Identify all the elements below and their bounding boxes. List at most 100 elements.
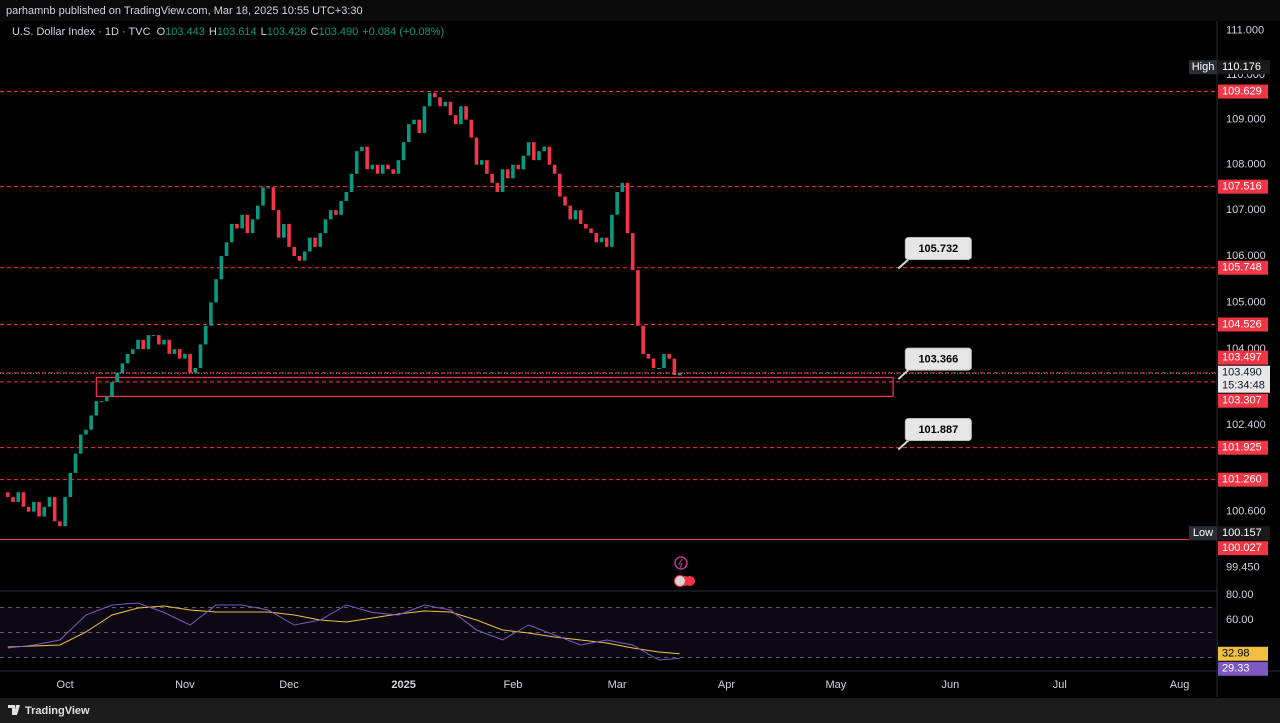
callout-text: 103.366	[918, 353, 958, 365]
candle-body	[89, 415, 93, 430]
x-tick-label: Jul	[1053, 679, 1067, 691]
level-label: 104.526	[1222, 318, 1262, 330]
x-tick-label: Oct	[57, 679, 74, 691]
price-axis: 111.000110.000109.000108.000107.000106.0…	[1189, 25, 1270, 574]
rsi-value-box	[1218, 646, 1268, 661]
candle-body	[573, 210, 578, 220]
candle-body	[287, 223, 291, 247]
candle-body	[651, 358, 656, 369]
y-tick-label: 102.400	[1226, 419, 1266, 431]
x-tick-label: Apr	[718, 679, 735, 691]
candle-body	[224, 242, 229, 257]
rsi-tick-label: 60.00	[1226, 614, 1254, 626]
candle-body	[558, 173, 562, 197]
candle-body	[141, 339, 146, 350]
candle-body	[235, 223, 239, 229]
candle-body	[250, 219, 255, 234]
legend-value: 103.490	[318, 26, 358, 38]
candle-body	[37, 501, 41, 517]
candle-body	[646, 353, 651, 359]
rsi-line	[7, 602, 680, 661]
candle-body	[354, 151, 359, 174]
candle-body	[214, 279, 218, 303]
callout-pointer	[897, 439, 909, 451]
candle-body	[292, 246, 297, 257]
candle-body	[459, 106, 463, 125]
candle-body	[349, 173, 354, 192]
candle-body	[58, 521, 62, 527]
candle-body	[443, 101, 448, 107]
candle-body	[479, 160, 484, 165]
candle-body	[370, 164, 375, 170]
candle-body	[328, 210, 333, 220]
y-tick-label: 99.450	[1226, 562, 1260, 574]
candle-body	[183, 353, 187, 359]
candle-body	[157, 335, 161, 345]
rsi-value-label: 32.98	[1222, 648, 1250, 660]
candle-body	[6, 492, 10, 498]
candle-body	[313, 237, 317, 247]
low-value-label: 100.157	[1222, 527, 1262, 539]
candle-body	[531, 142, 536, 161]
candle-body	[599, 237, 604, 243]
level-label-box	[1218, 179, 1268, 194]
x-tick-label: Aug	[1170, 679, 1190, 691]
last-price-label: 103.490	[1222, 367, 1262, 379]
candle-body	[396, 160, 401, 174]
candle-body	[578, 210, 583, 224]
candle-body	[610, 214, 614, 247]
legend-change: +0.084 (+0.08%)	[362, 26, 444, 38]
level-label-box	[1218, 472, 1268, 487]
candle-body	[32, 501, 36, 512]
legend-key: O	[157, 26, 166, 38]
candle-body	[386, 164, 390, 170]
high-tag-label: High	[1192, 61, 1215, 73]
candle-body	[547, 146, 552, 165]
candle-body	[495, 182, 500, 192]
candle-body	[198, 344, 203, 369]
candle-body	[339, 201, 343, 215]
candle-body	[469, 119, 474, 138]
legend-symbol: U.S. Dollar Index · 1D · TVC	[12, 26, 151, 38]
candle-body	[490, 173, 494, 183]
candle-body	[282, 223, 286, 238]
candle-body	[505, 169, 510, 179]
candle-body	[412, 119, 416, 125]
callout-box	[904, 236, 972, 260]
footer-brand: TradingView	[25, 705, 90, 717]
candle-body	[308, 237, 312, 252]
callout-pointer	[897, 369, 909, 380]
x-tick-label: May	[825, 679, 846, 691]
candle-body	[594, 233, 599, 243]
candle-body	[542, 146, 547, 152]
candle-body	[84, 429, 88, 435]
y-tick-label: 105.000	[1226, 296, 1266, 308]
x-tick-label: Feb	[503, 679, 522, 691]
candle-body	[375, 164, 380, 174]
candle-body	[485, 160, 489, 174]
candle-body	[167, 339, 172, 354]
candle-body	[245, 214, 250, 234]
level-label-box	[1218, 440, 1268, 455]
candle-body	[68, 472, 73, 498]
high-tag	[1189, 60, 1217, 75]
candle-body	[276, 210, 281, 238]
callout-pointer	[897, 258, 909, 270]
level-label-box	[1218, 350, 1268, 365]
candle-body	[537, 151, 541, 161]
candle-body	[667, 353, 671, 359]
candle-body	[63, 497, 67, 527]
candle-body	[625, 182, 630, 234]
y-tick-label: 108.000	[1226, 159, 1266, 171]
y-tick-label: 111.000	[1226, 25, 1264, 37]
candle-body	[334, 210, 338, 215]
legend-value: 103.614	[217, 26, 257, 38]
rsi-line	[7, 605, 680, 655]
level-label-box	[1218, 541, 1268, 556]
y-tick-label: 100.600	[1226, 506, 1266, 518]
candle-body	[11, 497, 15, 502]
y-tick-label: 106.000	[1226, 250, 1266, 262]
candle-body	[136, 339, 140, 350]
